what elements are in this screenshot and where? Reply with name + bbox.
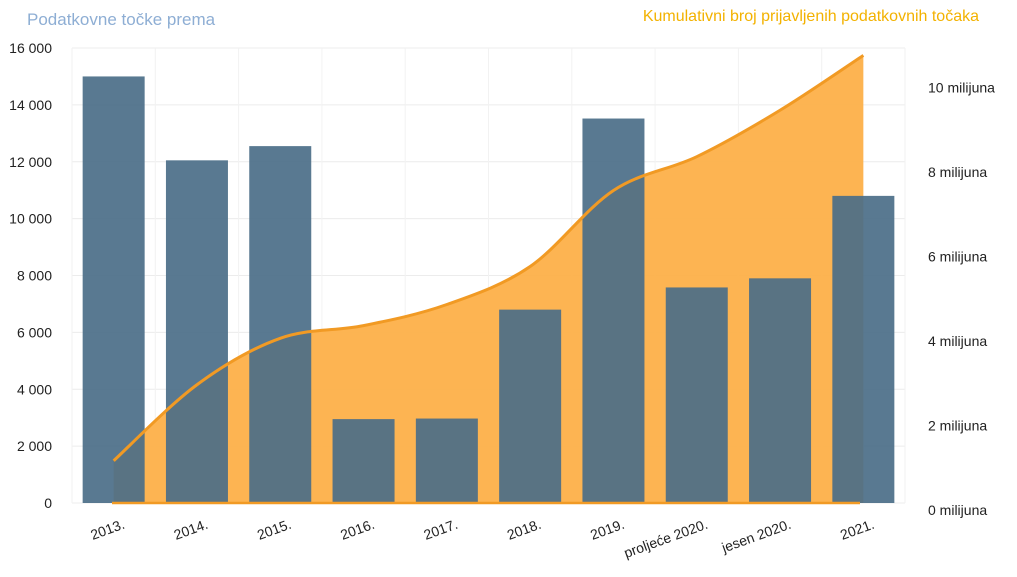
- bar-7: [665, 287, 728, 503]
- left-axis-title: Podatkovne točke prema: [27, 10, 216, 29]
- cumulative-line-path: [112, 54, 865, 462]
- left-tick-label: 0: [44, 495, 52, 511]
- bar-6: [582, 118, 645, 504]
- left-tick-label: 16 000: [9, 40, 52, 56]
- right-tick-label: 0 milijuna: [928, 502, 987, 518]
- left-tick-label: 4 000: [17, 381, 52, 397]
- x-tick-label: 2021.: [838, 516, 876, 543]
- left-tick-label: 2 000: [17, 438, 52, 454]
- x-tick-label: 2014.: [172, 516, 210, 543]
- left-axis-ticks: 0 2 000 4 000 6 000 8 000 10 000 12 000 14 000 1…: [9, 40, 52, 511]
- bar-9: [832, 195, 895, 503]
- right-tick-label: 6 milijuna: [928, 249, 987, 265]
- left-tick-label: 10 000: [9, 211, 52, 227]
- right-tick-label: 2 milijuna: [928, 418, 987, 434]
- bar-0: [82, 76, 145, 503]
- left-tick-label: 8 000: [17, 268, 52, 284]
- cumulative-line: [112, 54, 865, 505]
- bar-3: [332, 419, 395, 503]
- right-axis-ticks: 0 milijuna 2 milijuna 4 milijuna 6 milijuna…: [928, 80, 995, 518]
- x-tick-label: jesen 2020.: [719, 516, 793, 556]
- x-tick-label: 2015.: [255, 516, 293, 543]
- bar-5: [499, 309, 562, 503]
- bar-4: [415, 418, 478, 503]
- x-tick-label: 2013.: [88, 516, 126, 543]
- x-tick-label: 2019.: [588, 516, 626, 543]
- x-tick-label: 2018.: [505, 516, 543, 543]
- left-tick-label: 12 000: [9, 154, 52, 170]
- x-tick-label: 2017.: [421, 516, 459, 543]
- x-tick-label: proljeće 2020.: [622, 516, 710, 561]
- bar-2: [249, 146, 312, 503]
- x-axis-ticks: 2013. 2014. 2015. 2016. 2017. 2018. 2019.prolj…: [88, 516, 876, 561]
- left-tick-label: 14 000: [9, 97, 52, 113]
- right-tick-label: 4 milijuna: [928, 333, 987, 349]
- bar-1: [165, 160, 228, 503]
- left-tick-label: 6 000: [17, 324, 52, 340]
- x-tick-label: 2016.: [338, 516, 376, 543]
- bar-8: [749, 278, 812, 503]
- bars: [82, 76, 895, 504]
- right-tick-label: 8 milijuna: [928, 164, 987, 180]
- right-axis-title: Kumulativni broj prijavljenih podatkovni…: [642, 8, 979, 25]
- right-tick-label: 10 milijuna: [928, 80, 995, 96]
